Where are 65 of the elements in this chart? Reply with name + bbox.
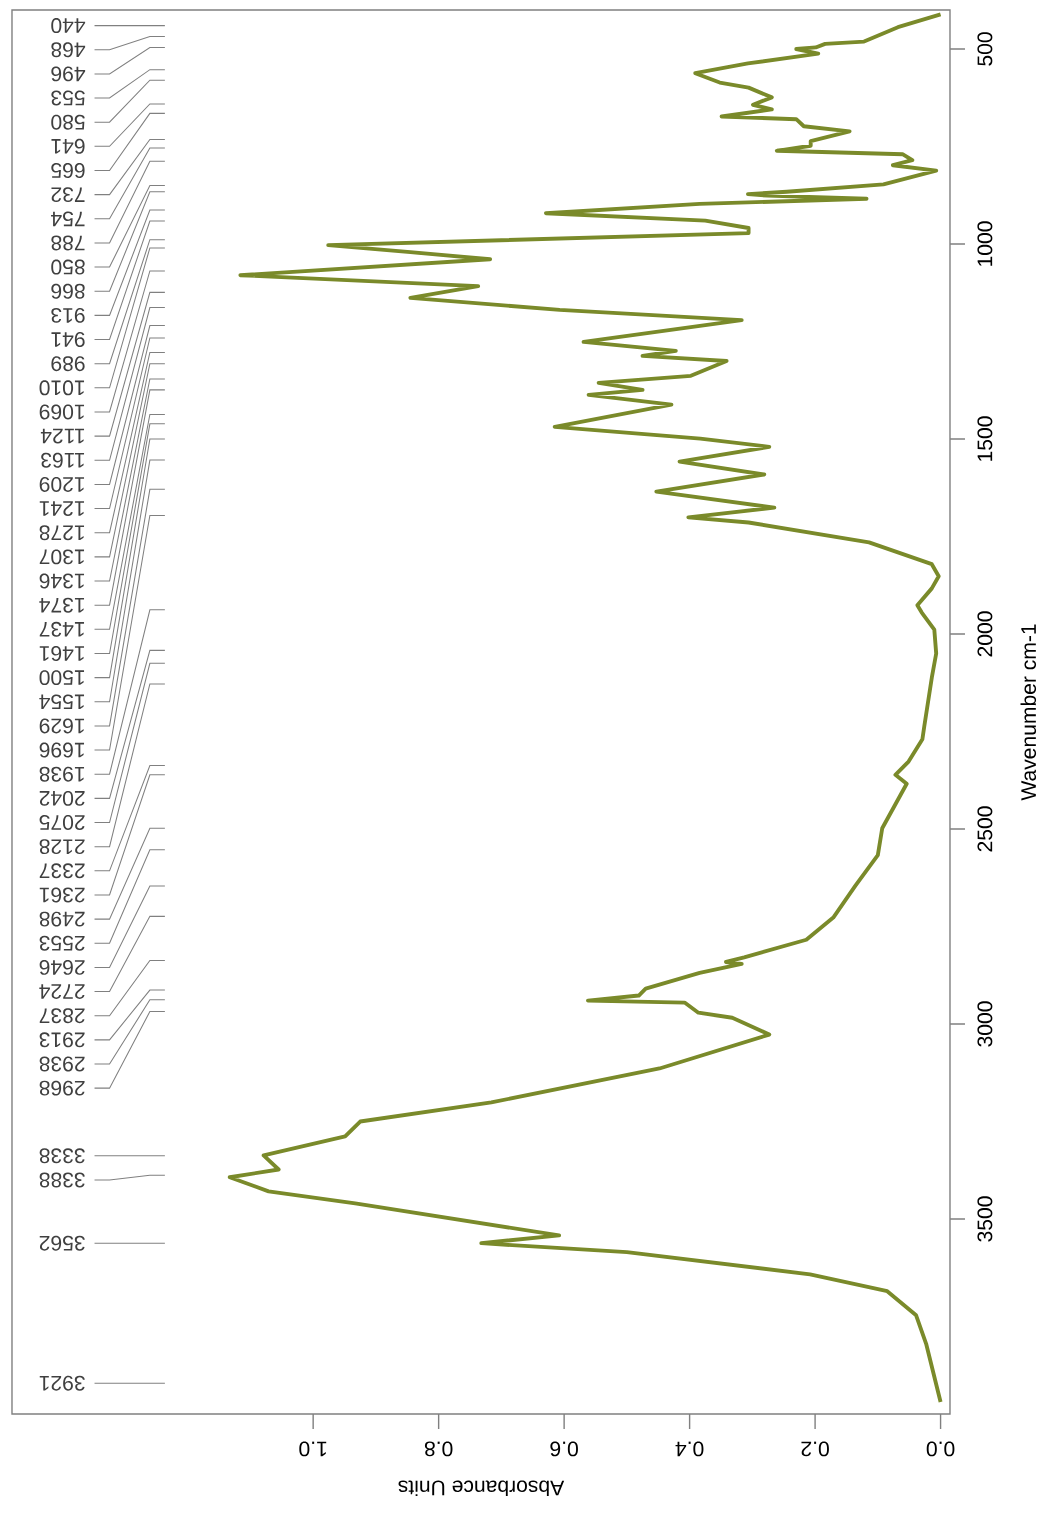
annotation: 440 <box>51 18 86 34</box>
annotation: 641 <box>51 138 85 154</box>
x-tick-label: 0.4 <box>675 1441 704 1457</box>
annotation: 496 <box>51 66 86 82</box>
annotation: 665 <box>51 163 85 178</box>
y-tick-label: 3500 <box>977 1196 993 1242</box>
annotation: 1307 <box>39 549 85 565</box>
annotation: 1696 <box>39 742 85 758</box>
y-tick-label: 500 <box>977 32 993 66</box>
annotation: 1374 <box>39 597 85 613</box>
annotation: 2361 <box>39 887 85 903</box>
annotation: 2646 <box>39 959 85 975</box>
annotation: 732 <box>51 187 85 203</box>
y-tick-label: 1500 <box>977 416 993 461</box>
y-axis-title: Wavenumber cm-1 <box>1020 624 1037 801</box>
annotation: 754 <box>51 211 85 227</box>
annotation: 2042 <box>39 790 85 806</box>
annotation: 2075 <box>39 815 85 830</box>
annotation: 2724 <box>39 984 85 999</box>
x-tick-label: 0.0 <box>926 1441 955 1457</box>
annotation: 468 <box>51 42 86 58</box>
annotation: 2968 <box>39 1080 85 1096</box>
line-series <box>227 12 943 1404</box>
annotation: 3562 <box>39 1235 85 1251</box>
annotation: 1938 <box>39 766 85 782</box>
annotation: 1554 <box>39 694 85 710</box>
annotation: 1461 <box>39 645 85 661</box>
annotation: 3338 <box>39 1148 85 1164</box>
annotation: 2498 <box>39 911 85 927</box>
annotation: 1010 <box>39 380 85 396</box>
annotation: 913 <box>51 307 85 323</box>
x-tick-label: 1.0 <box>299 1441 327 1457</box>
annotation: 580 <box>51 114 85 130</box>
annotation: 1163 <box>41 452 85 468</box>
annotation: 1346 <box>39 573 85 589</box>
annotation: 989 <box>51 356 85 372</box>
y-tick-label: 2500 <box>977 806 993 852</box>
annotation: 2938 <box>39 1056 85 1072</box>
y-tick-label: 2000 <box>977 611 993 657</box>
annotation: 2837 <box>39 1008 85 1024</box>
y-tick-label: 1000 <box>977 221 993 266</box>
annotation: 3388 <box>39 1172 85 1188</box>
y-tick-label: 3000 <box>977 1001 993 1047</box>
annotation: 866 <box>51 283 85 299</box>
annotation: 1209 <box>39 476 85 492</box>
annotation: 941 <box>51 332 85 347</box>
annotation: 1278 <box>39 525 85 541</box>
annotation: 850 <box>51 259 85 275</box>
annotation: 2553 <box>39 935 85 951</box>
annotation: 1437 <box>39 621 85 637</box>
annotation: 1241 <box>39 501 85 516</box>
x-tick-label: 0.2 <box>801 1441 829 1457</box>
annotation: 788 <box>51 235 85 251</box>
annotation: 1069 <box>39 404 85 420</box>
x-tick-label: 0.8 <box>424 1441 453 1457</box>
x-axis-title: Absorbance Units <box>398 1480 565 1497</box>
annotation: 2337 <box>39 863 85 879</box>
annotation: 2913 <box>39 1032 85 1048</box>
x-tick-label: 0.6 <box>550 1441 578 1457</box>
annotation: 1500 <box>39 670 85 686</box>
annotation: 1629 <box>39 718 85 734</box>
annotation: 3921 <box>39 1375 85 1391</box>
annotation: 2128 <box>39 839 85 855</box>
annotation: 553 <box>51 90 85 106</box>
annotation: 1124 <box>40 428 85 444</box>
